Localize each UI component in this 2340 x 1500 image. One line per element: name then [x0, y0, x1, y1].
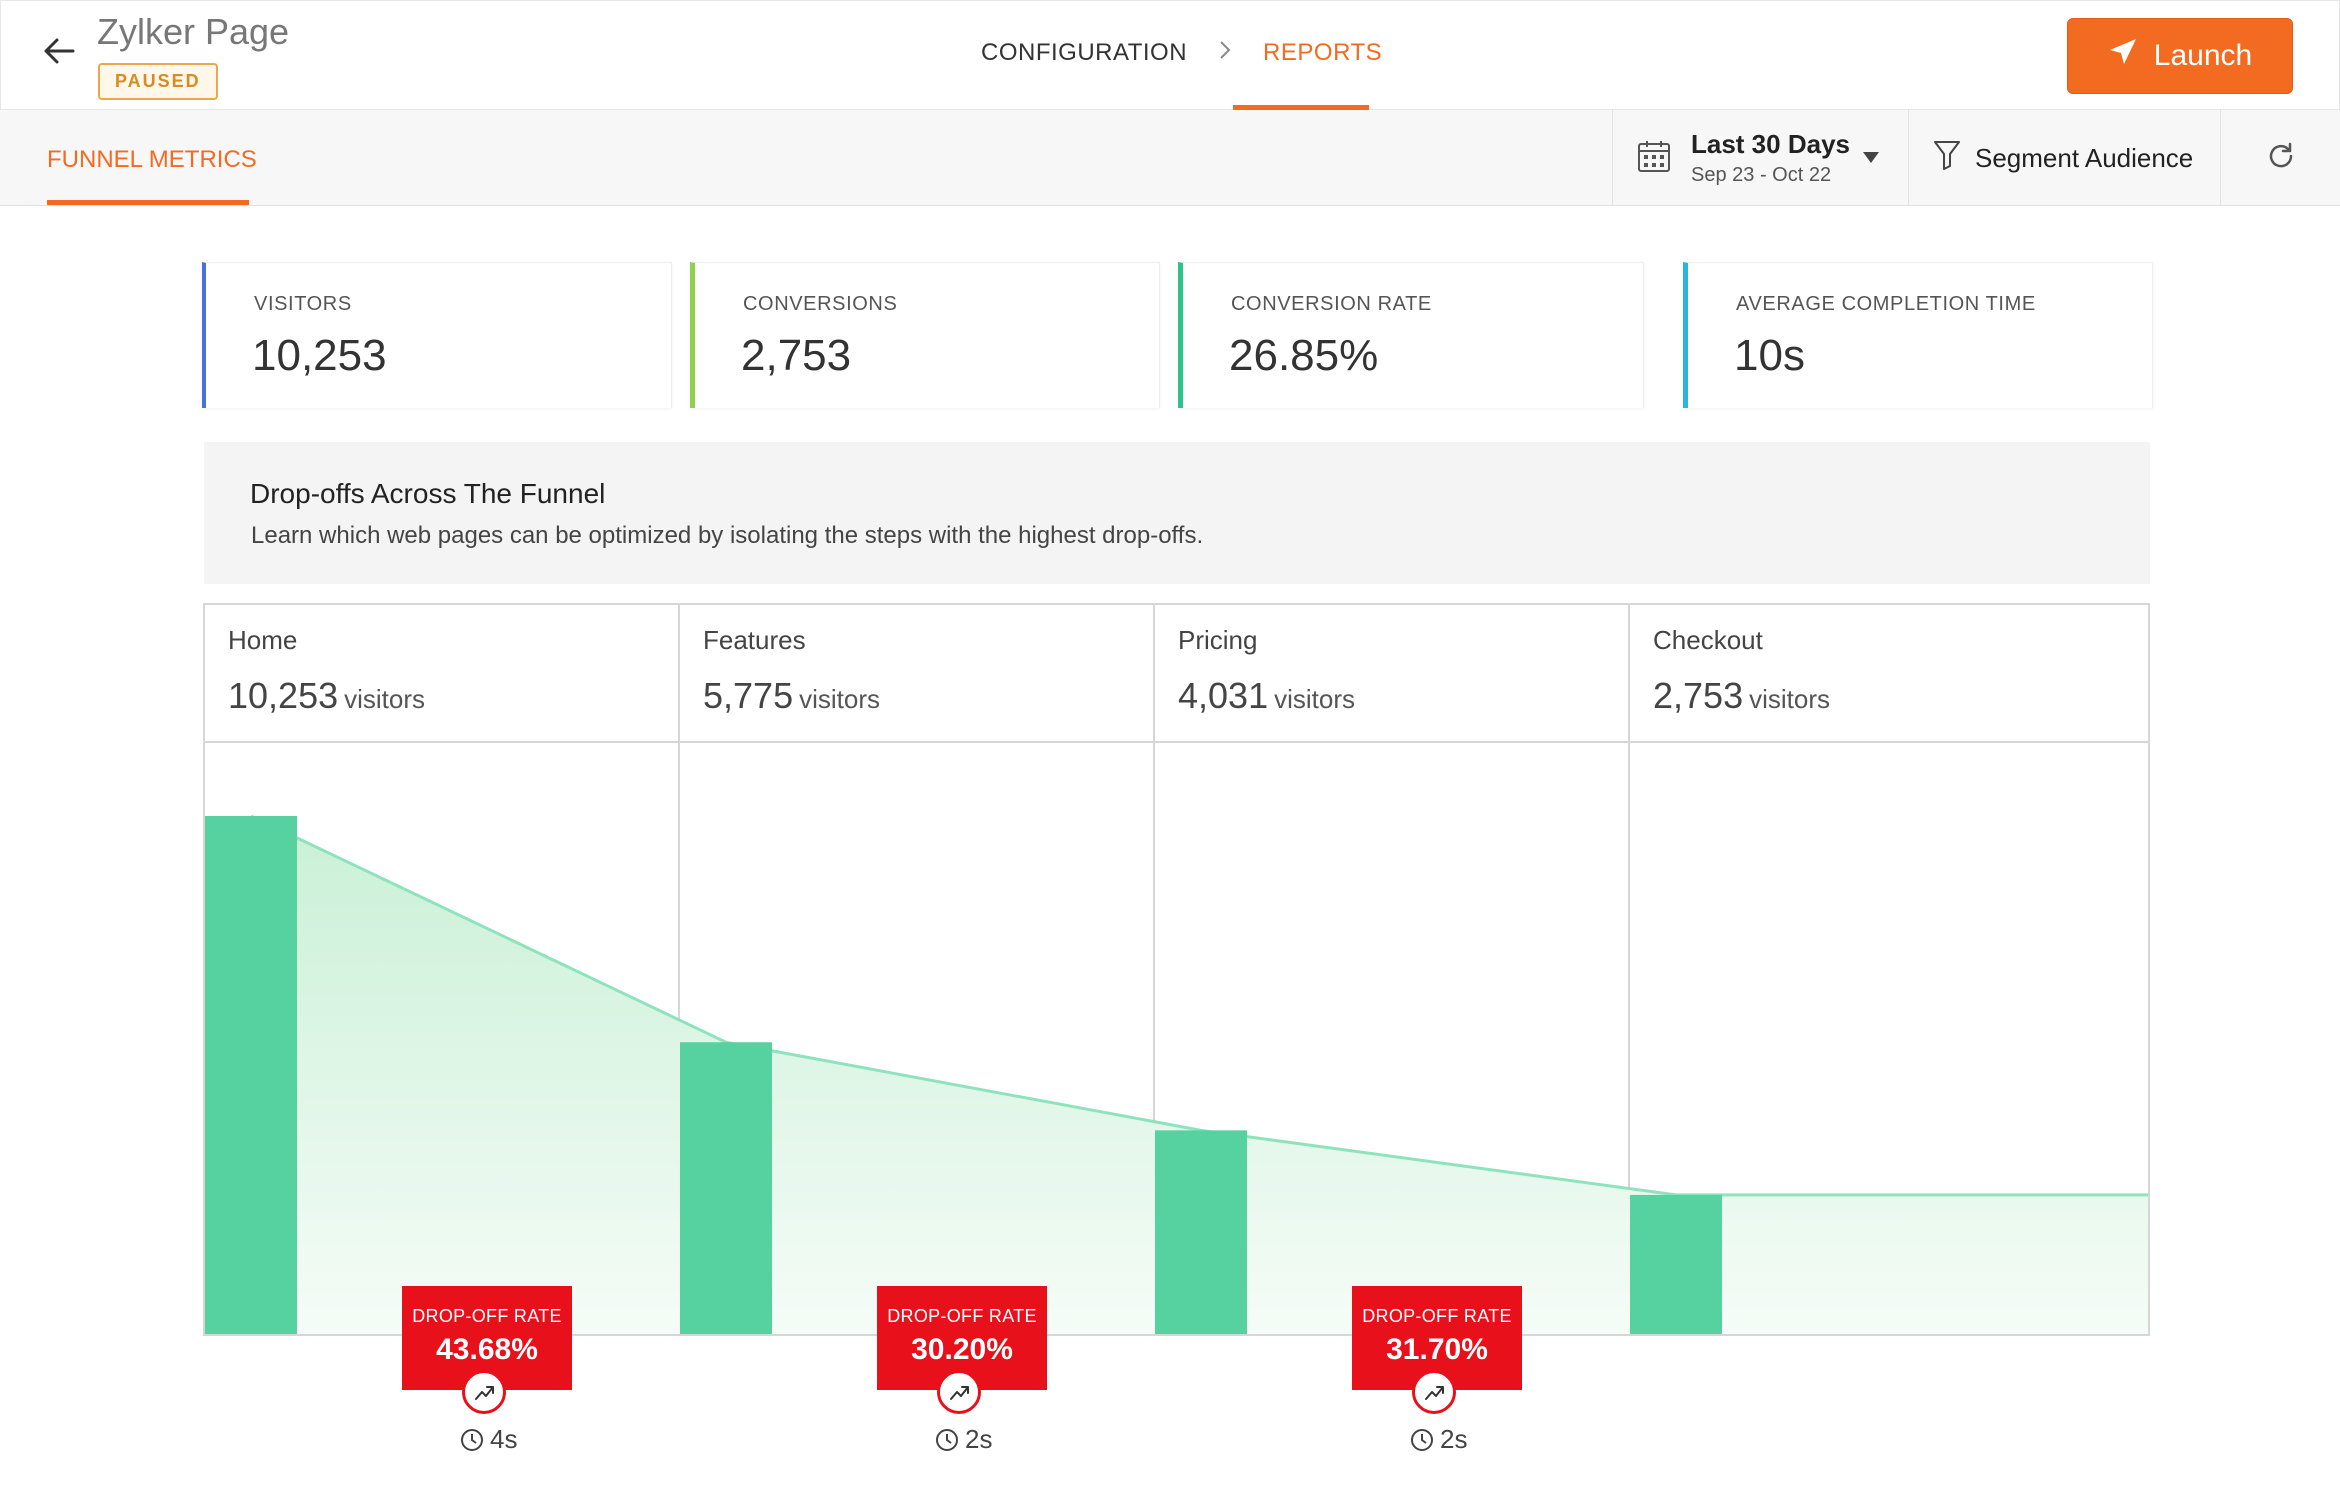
funnel-step-checkout: Checkout 2,753 visitors: [1630, 605, 2148, 742]
step-visitor-count: 4,031: [1178, 675, 1269, 716]
funnel-bar-home[interactable]: [205, 816, 297, 1334]
visitors-unit: visitors: [344, 684, 426, 714]
column-divider: [1628, 742, 1630, 1336]
header-divider: [205, 741, 2148, 743]
dropoff-rate: 30.20%: [911, 1333, 1013, 1366]
page-title: Zylker Page: [97, 11, 290, 52]
funnel-step-pricing: Pricing 4,031 visitors: [1155, 605, 1630, 742]
column-divider: [1153, 742, 1155, 1336]
trend-up-icon[interactable]: [937, 1370, 981, 1414]
date-range-label: Last 30 Days: [1691, 129, 1850, 159]
metric-label: CONVERSIONS: [743, 293, 898, 315]
metric-value: 10,253: [252, 331, 387, 380]
date-range-picker[interactable]: Last 30 Days Sep 23 - Oct 22: [1612, 110, 1908, 206]
step-name: Pricing: [1178, 625, 1258, 655]
dropoff-time-value: 4s: [490, 1424, 518, 1454]
dropoff-label: DROP-OFF RATE: [1362, 1306, 1512, 1326]
step-name: Home: [228, 625, 298, 655]
clock-icon: [1411, 1428, 1433, 1451]
caret-down-icon: [1863, 152, 1879, 163]
funnel-chart: Home 10,253 visitors Features 5,775 visito…: [203, 603, 2150, 1336]
tab-reports[interactable]: REPORTS: [1263, 39, 1383, 66]
step-visitors: 4,031 visitors: [1178, 675, 1355, 717]
metric-label: VISITORS: [254, 293, 352, 315]
funnel-bar-pricing[interactable]: [1155, 1130, 1247, 1334]
funnel-tab-indicator: [47, 200, 249, 205]
calendar-icon: [1637, 139, 1671, 178]
trend-up-icon[interactable]: [462, 1370, 506, 1414]
back-arrow-icon[interactable]: [39, 31, 79, 71]
step-name: Features: [703, 625, 806, 655]
metric-card-visitors: VISITORS 10,253: [202, 262, 672, 408]
segment-audience-label: Segment Audience: [1975, 142, 2194, 173]
clock-icon: [936, 1428, 958, 1451]
date-range-sub: Sep 23 - Oct 22: [1691, 164, 1832, 186]
dropoff-time-value: 2s: [965, 1424, 993, 1454]
info-title: Drop-offs Across The Funnel: [250, 478, 606, 509]
info-description: Learn which web pages can be optimized b…: [251, 522, 1204, 549]
step-visitors: 2,753 visitors: [1653, 675, 1830, 717]
metric-value: 2,753: [741, 331, 852, 380]
dropoff-time-value: 2s: [1440, 1424, 1468, 1454]
visitors-unit: visitors: [1749, 684, 1830, 714]
sub-header: FUNNEL METRICS Last 30 Days Sep 23 - Oct…: [0, 110, 2340, 206]
dropoff-time: 4s: [460, 1424, 517, 1455]
trend-up-icon[interactable]: [1412, 1370, 1456, 1414]
step-name: Checkout: [1653, 625, 1763, 655]
dropoff-label: DROP-OFF RATE: [887, 1306, 1037, 1326]
refresh-button[interactable]: [2220, 110, 2340, 206]
segment-audience-button[interactable]: Segment Audience: [1908, 110, 2220, 206]
tab-configuration[interactable]: CONFIGURATION: [981, 39, 1188, 66]
refresh-icon: [2266, 141, 2296, 176]
send-icon: [2108, 37, 2138, 75]
step-visitors: 5,775 visitors: [703, 675, 880, 717]
dropoff-label: DROP-OFF RATE: [412, 1306, 562, 1326]
funnel-bar-checkout[interactable]: [1630, 1194, 1722, 1334]
metric-label: AVERAGE COMPLETION TIME: [1736, 293, 2036, 315]
dropoff-rate: 31.70%: [1386, 1333, 1488, 1366]
reports-tab-indicator: [1233, 105, 1369, 110]
launch-button[interactable]: Launch: [2067, 18, 2293, 94]
clock-icon: [461, 1428, 483, 1451]
visitors-unit: visitors: [1274, 684, 1355, 714]
visitors-unit: visitors: [799, 684, 880, 714]
dropoff-rate: 43.68%: [436, 1333, 538, 1366]
top-header: Zylker Page PAUSED CONFIGURATION REPORTS…: [0, 0, 2340, 110]
chevron-right-icon: [1219, 39, 1231, 67]
tab-funnel-metrics[interactable]: FUNNEL METRICS: [47, 146, 257, 173]
breadcrumb: CONFIGURATION REPORTS: [981, 39, 1382, 67]
metric-card-conversion-rate: CONVERSION RATE 26.85%: [1178, 262, 1644, 408]
funnel-bar-features[interactable]: [680, 1042, 772, 1334]
step-visitors: 10,253 visitors: [228, 675, 425, 717]
dropoff-info-panel: Drop-offs Across The Funnel Learn which …: [204, 442, 2150, 584]
step-visitor-count: 5,775: [703, 675, 794, 716]
launch-label: Launch: [2153, 39, 2253, 72]
funnel-step-home: Home 10,253 visitors: [205, 605, 680, 742]
metric-value: 10s: [1734, 331, 1805, 380]
dropoff-time: 2s: [1410, 1424, 1467, 1455]
filter-icon: [1933, 140, 1961, 177]
step-visitor-count: 2,753: [1653, 675, 1744, 716]
status-badge: PAUSED: [98, 63, 218, 100]
step-visitor-count: 10,253: [228, 675, 339, 716]
metric-value: 26.85%: [1229, 331, 1379, 380]
dropoff-time: 2s: [935, 1424, 992, 1455]
metric-card-conversions: CONVERSIONS 2,753: [690, 262, 1160, 408]
metric-card-avg-completion: AVERAGE COMPLETION TIME 10s: [1683, 262, 2153, 408]
funnel-step-features: Features 5,775 visitors: [680, 605, 1155, 742]
funnel-bars-svg: [205, 814, 2148, 1334]
metric-label: CONVERSION RATE: [1231, 293, 1432, 315]
